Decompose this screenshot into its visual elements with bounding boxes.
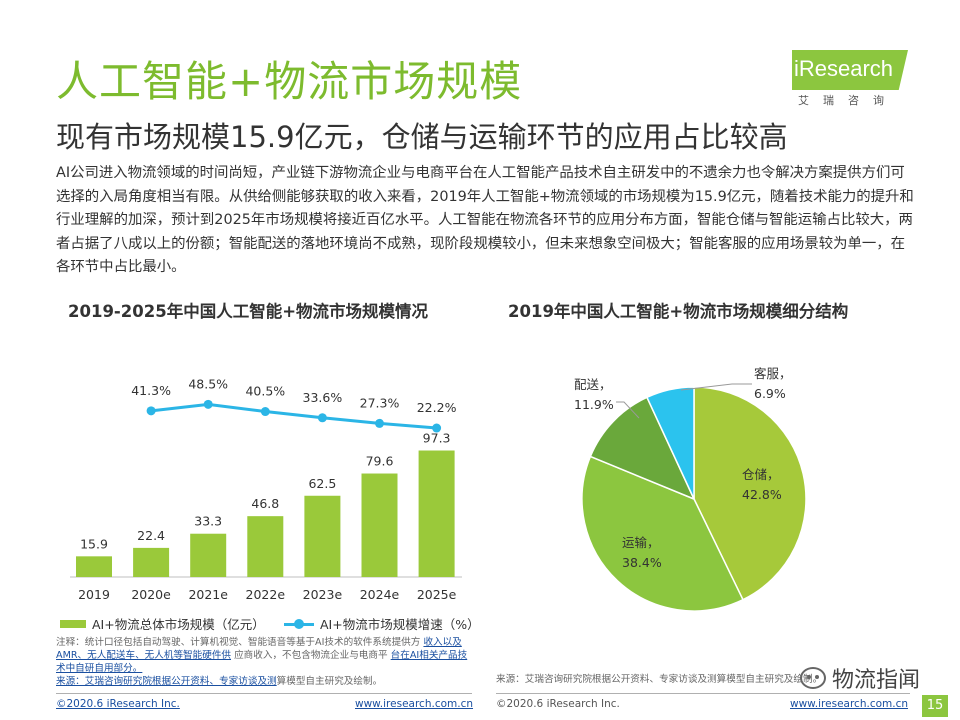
logo-text: iResearch xyxy=(794,56,894,81)
x-tick-2025e: 2025e xyxy=(417,587,457,602)
pie-chart: 仓储， 42.8% 运输， 38.4% 配送， 11.9% 客服， 6.9% xyxy=(574,366,807,612)
legend-line-swatch xyxy=(284,618,314,629)
pie-slice-3 xyxy=(645,386,695,500)
bar-label-2023e: 62.5 xyxy=(308,476,336,491)
pie-chart-title: 2019年中国人工智能+物流市场规模细分结构 xyxy=(508,302,849,321)
pie-label-0: 仓储， xyxy=(742,467,780,482)
bar-2021e xyxy=(190,533,227,577)
leader-line-peisong xyxy=(616,401,640,419)
bar-line-chart: 15.9 2019 22.4 2020e 33.3 2021e 46.8 2022e 62.5 2… xyxy=(70,376,462,602)
growth-point-2022e xyxy=(260,407,270,417)
url-left[interactable]: www.iresearch.com.cn xyxy=(355,698,474,710)
watermark-text: 物流指闻 xyxy=(832,668,921,693)
pie-label-1: 运输， xyxy=(622,535,660,550)
bar-2024e xyxy=(361,473,398,577)
wechat-icon xyxy=(800,667,826,689)
bar-2022e xyxy=(247,516,284,577)
growth-point-2021e xyxy=(203,399,213,409)
footer-divider-right xyxy=(496,693,910,694)
note-prefix: 注释：统计口径包括自动驾驶、计算机视觉、智能语音等基于AI技术的软件系统提供方 xyxy=(56,637,421,648)
bar-label-2020e: 22.4 xyxy=(137,528,165,543)
growth-label-2023e: 33.6% xyxy=(303,390,343,405)
bar-2023e xyxy=(304,495,341,577)
bar-label-2025e: 97.3 xyxy=(423,431,451,446)
iresearch-logo: iResearch 艾瑞咨询 xyxy=(780,50,910,108)
pie-slice-0 xyxy=(693,386,807,601)
footer-divider-left xyxy=(56,693,472,694)
logo-badge xyxy=(792,50,908,90)
growth-line xyxy=(150,402,437,430)
x-tick-2021e: 2021e xyxy=(188,587,228,602)
pie-slice-2 xyxy=(589,396,696,501)
source-right: 来源：艾瑞咨询研究院根据公开资料、专家访谈及测算模型自主研究及绘制。 xyxy=(496,674,823,685)
growth-label-2021e: 48.5% xyxy=(188,376,228,391)
note-link-1[interactable]: 收入以及AMR、无人配送车、无人机等智能硬件供 xyxy=(56,637,462,661)
legend-line-label: AI+物流市场规模增速（%） xyxy=(320,617,480,632)
note-mid: 应商收入，不包含物流企业与电商平 xyxy=(234,650,388,661)
logo-cn: 艾瑞咨询 xyxy=(798,94,898,107)
growth-label-2022e: 40.5% xyxy=(245,384,285,399)
url-right[interactable]: www.iresearch.com.cn xyxy=(790,698,909,710)
pie-slice-1 xyxy=(581,455,744,612)
bar-label-2021e: 33.3 xyxy=(194,514,222,529)
pie-label-3: 客服， xyxy=(754,366,792,381)
page-title: 人工智能+物流市场规模 xyxy=(56,57,523,106)
growth-point-2024e xyxy=(375,418,384,428)
bar-2025e xyxy=(418,450,455,577)
growth-point-2025e xyxy=(432,423,442,433)
x-tick-2019: 2019 xyxy=(78,587,110,602)
page-number: 15 xyxy=(922,695,948,717)
bar-2019 xyxy=(76,556,112,577)
x-tick-2024e: 2024e xyxy=(360,587,400,602)
x-tick-2023e: 2023e xyxy=(303,587,343,602)
x-tick-2022e: 2022e xyxy=(246,587,286,602)
pie-label-2: 配送， xyxy=(574,377,612,392)
bar-label-2019: 15.9 xyxy=(80,536,108,551)
growth-point-2023e xyxy=(317,413,327,423)
growth-label-2024e: 27.3% xyxy=(360,395,400,410)
growth-label-2025e: 22.2% xyxy=(417,400,457,415)
legend-bar-label: AI+物流总体市场规模（亿元） xyxy=(92,617,265,632)
legend-bar-swatch xyxy=(60,619,86,628)
leader-line-kefu xyxy=(680,383,752,391)
watermark: 物流指闻 xyxy=(800,662,920,694)
bar-label-2024e: 79.6 xyxy=(366,454,394,469)
legend-line: AI+物流市场规模增速（%） xyxy=(284,614,480,633)
pie-value-1: 38.4% xyxy=(622,555,662,570)
source-tail: 算模型自主研究及绘制。 xyxy=(276,676,383,687)
pie-value-0: 42.8% xyxy=(742,487,782,502)
growth-point-2020e xyxy=(146,406,156,416)
copyright-left[interactable]: ©2020.6 iResearch Inc. xyxy=(56,698,180,710)
page-subtitle: 现有市场规模15.9亿元，仓储与运输环节的应用占比较高 xyxy=(56,120,788,154)
pie-value-3: 6.9% xyxy=(754,386,786,401)
copyright-right: ©2020.6 iResearch Inc. xyxy=(496,698,620,710)
growth-label-2020e: 41.3% xyxy=(131,383,171,398)
note-link-2[interactable]: 台在AI相关产品技术中自研自用部分。 xyxy=(56,650,468,674)
source-link[interactable]: 来源：艾瑞咨询研究院根据公开资料、专家访谈及测 xyxy=(56,676,277,687)
pie-value-2: 11.9% xyxy=(574,397,614,412)
legend-bar: AI+物流总体市场规模（亿元） xyxy=(60,614,265,633)
intro-paragraph: AI公司进入物流领域的时间尚短，产业链下游物流企业与电商平台在人工智能产品技术自… xyxy=(56,165,914,275)
bar-2020e xyxy=(133,547,170,577)
x-tick-2020e: 2020e xyxy=(131,587,171,602)
chart-note: 注释：统计口径包括自动驾驶、计算机视觉、智能语音等基于AI技术的软件系统提供方 … xyxy=(56,636,476,688)
bar-label-2022e: 46.8 xyxy=(251,496,279,511)
bar-chart-title: 2019-2025年中国人工智能+物流市场规模情况 xyxy=(68,302,429,321)
